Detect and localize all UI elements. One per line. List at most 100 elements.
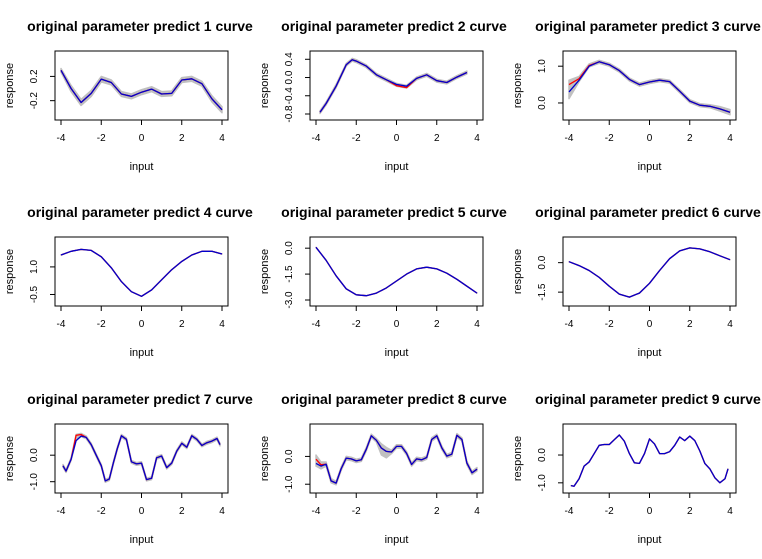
y-axis-label: response [512,249,524,294]
x-tick-label: 2 [687,319,693,330]
blue-series-line [60,69,223,111]
panel-title: original parameter predict 8 curve [281,391,507,407]
y-tick-label: -0.5 [29,285,40,303]
red-series-line [60,248,223,297]
panel-title: original parameter predict 1 curve [27,18,253,34]
panel-8: original parameter predict 8 curve -4 -2 0 2… [259,391,507,546]
panel-5: original parameter predict 5 curve -4 -2 0 2… [259,204,507,359]
x-tick-label: 4 [727,506,733,517]
confidence-band [568,59,731,116]
plot-frame [562,236,737,307]
panel-title: original parameter predict 5 curve [281,204,507,220]
x-tick-label: 2 [179,133,185,144]
x-axis-label: input [638,161,662,173]
x-tick-label: -4 [312,319,321,330]
x-tick-label: 4 [219,133,225,144]
x-tick-label: -2 [605,319,614,330]
confidence-band [315,246,478,297]
x-tick-label: 4 [727,319,733,330]
blue-series-line [315,434,478,484]
x-tick-label: -2 [97,506,106,517]
panel-3: original parameter predict 3 curve -4 -2 0 2… [512,18,761,173]
x-tick-label: -2 [97,319,106,330]
y-tick-label: -1.5 [284,265,295,283]
panel-9: original parameter predict 9 curve -4 -2 0 2… [512,391,761,546]
red-series-line [62,433,221,482]
y-axis-label: response [4,249,16,294]
x-tick-label: -2 [352,319,361,330]
x-tick-label: 4 [474,133,480,144]
x-axis-label: input [638,534,662,546]
panel-2: original parameter predict 2 curve -4 -2 0 2… [259,18,507,173]
x-tick-label: -2 [605,506,614,517]
x-tick-label: 0 [139,319,145,330]
y-tick-label: -1.5 [537,283,548,301]
confidence-band [570,434,729,487]
x-tick-label: -4 [565,319,574,330]
y-tick-label: 0.0 [284,241,295,255]
x-tick-label: -2 [97,133,106,144]
panel-title: original parameter predict 2 curve [281,18,507,34]
x-tick-label: -4 [312,506,321,517]
y-axis-label: response [512,63,524,108]
y-tick-label: 0.0 [537,96,548,110]
y-tick-label: 0.0 [284,70,295,84]
panel-title: original parameter predict 9 curve [535,391,761,407]
y-tick-label: -1.0 [537,474,548,492]
blue-series-line [319,59,468,113]
y-axis-label: response [4,63,16,108]
x-tick-label: 0 [647,319,653,330]
x-tick-label: -2 [352,506,361,517]
red-series-line [319,59,468,113]
y-axis-label: response [259,249,271,294]
y-tick-label: -0.8 [284,105,295,123]
x-tick-label: 2 [434,319,440,330]
plot-frame [562,423,737,494]
y-tick-label: 1.0 [537,59,548,73]
panel-6: original parameter predict 6 curve -4 -2 0 2… [512,204,761,359]
x-tick-label: 4 [474,506,480,517]
y-tick-label: -0.4 [284,87,295,105]
x-axis-label: input [130,534,154,546]
x-tick-label: 4 [219,506,225,517]
y-tick-label: -1.0 [29,473,40,491]
x-tick-label: 2 [687,133,693,144]
y-axis-label: response [4,436,16,481]
x-tick-label: -2 [605,133,614,144]
y-tick-label: 0.4 [284,52,295,66]
x-tick-label: 2 [179,319,185,330]
plot-frame [562,50,737,121]
x-tick-label: 0 [139,506,145,517]
x-tick-label: 2 [434,133,440,144]
x-tick-label: -4 [57,506,66,517]
y-tick-label: 0.0 [29,448,40,462]
blue-series-line [570,434,729,487]
y-axis-label: response [259,436,271,481]
blue-series-line [62,435,221,482]
y-tick-label: 0.0 [537,448,548,462]
x-axis-label: input [638,347,662,359]
y-tick-label: 0.2 [29,69,40,83]
y-tick-label: -0.2 [29,92,40,110]
x-tick-label: 0 [647,133,653,144]
red-series-line [315,246,478,297]
panel-4: original parameter predict 4 curve -4 -2 0 2… [4,204,253,359]
y-tick-label: -3.0 [284,291,295,309]
confidence-band [60,67,223,114]
panel-7: original parameter predict 7 curve -4 -2 0 2… [4,391,253,546]
x-axis-label: input [385,347,409,359]
confidence-band [60,248,223,298]
panel-title: original parameter predict 6 curve [535,204,761,220]
x-axis-label: input [130,161,154,173]
x-tick-label: 2 [179,506,185,517]
x-tick-label: 2 [687,506,693,517]
x-tick-label: 4 [219,319,225,330]
y-axis-label: response [259,63,271,108]
x-tick-label: 0 [394,319,400,330]
x-tick-label: 0 [139,133,145,144]
x-tick-label: -4 [57,319,66,330]
x-tick-label: 0 [394,506,400,517]
x-axis-label: input [130,347,154,359]
blue-series-line [315,246,478,297]
